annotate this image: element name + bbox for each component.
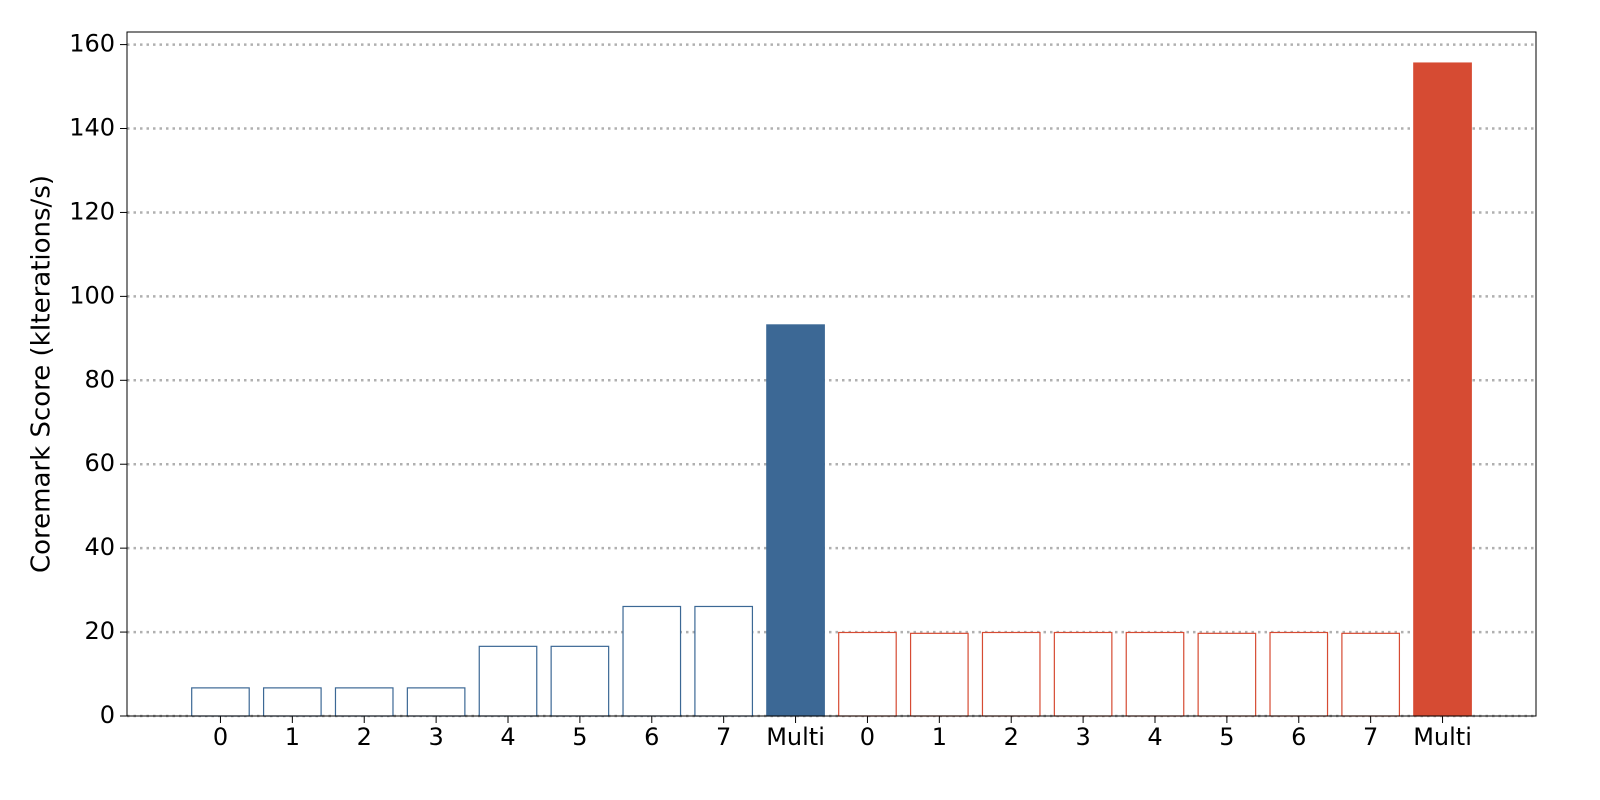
- bar: [478, 645, 538, 717]
- x-tick-label: 4: [1147, 723, 1162, 751]
- bar: [1341, 632, 1401, 717]
- x-tick-label: 3: [1075, 723, 1090, 751]
- x-tick-label: 4: [500, 723, 515, 751]
- bar: [1125, 631, 1185, 717]
- x-tick-label: 2: [1004, 723, 1019, 751]
- x-tick-label: 5: [572, 723, 587, 751]
- bar: [766, 324, 825, 717]
- y-tick-label: 40: [84, 533, 115, 561]
- x-tick-label: 5: [1219, 723, 1234, 751]
- y-tick-label: 100: [69, 281, 115, 309]
- bar: [981, 631, 1041, 717]
- x-tick-label: 6: [644, 723, 659, 751]
- x-tick-label: 2: [357, 723, 372, 751]
- y-tick-label: 160: [69, 30, 115, 58]
- y-axis-label: Coremark Score (kIterations/s): [27, 175, 57, 573]
- bar: [1053, 631, 1113, 717]
- bar: [1269, 631, 1329, 717]
- x-tick-label: 1: [285, 723, 300, 751]
- x-tick-label: 1: [932, 723, 947, 751]
- y-tick-label: 80: [84, 365, 115, 393]
- plot-frame: [126, 31, 1537, 717]
- x-tick-label: 0: [860, 723, 875, 751]
- x-tick-label: 7: [716, 723, 731, 751]
- x-tick-label: 7: [1363, 723, 1378, 751]
- x-tick-label: 3: [428, 723, 443, 751]
- y-tick-label: 60: [84, 449, 115, 477]
- bar: [191, 687, 250, 717]
- x-tick-label: 0: [213, 723, 228, 751]
- bar: [694, 605, 754, 717]
- bar: [1197, 632, 1257, 717]
- bar: [1413, 62, 1472, 717]
- bar: [334, 687, 394, 717]
- x-tick-label: Multi: [1413, 723, 1472, 751]
- y-tick-label: 20: [84, 617, 115, 645]
- bar: [838, 631, 897, 717]
- y-tick-label: 0: [100, 701, 115, 729]
- y-tick-label: 120: [69, 197, 115, 225]
- bar: [406, 687, 466, 717]
- bar: [909, 632, 969, 717]
- y-tick-label: 140: [69, 114, 115, 142]
- x-tick-label: Multi: [766, 723, 825, 751]
- x-tick-label: 6: [1291, 723, 1306, 751]
- bar: [622, 605, 682, 717]
- bar: [550, 645, 610, 717]
- bar: [262, 687, 322, 717]
